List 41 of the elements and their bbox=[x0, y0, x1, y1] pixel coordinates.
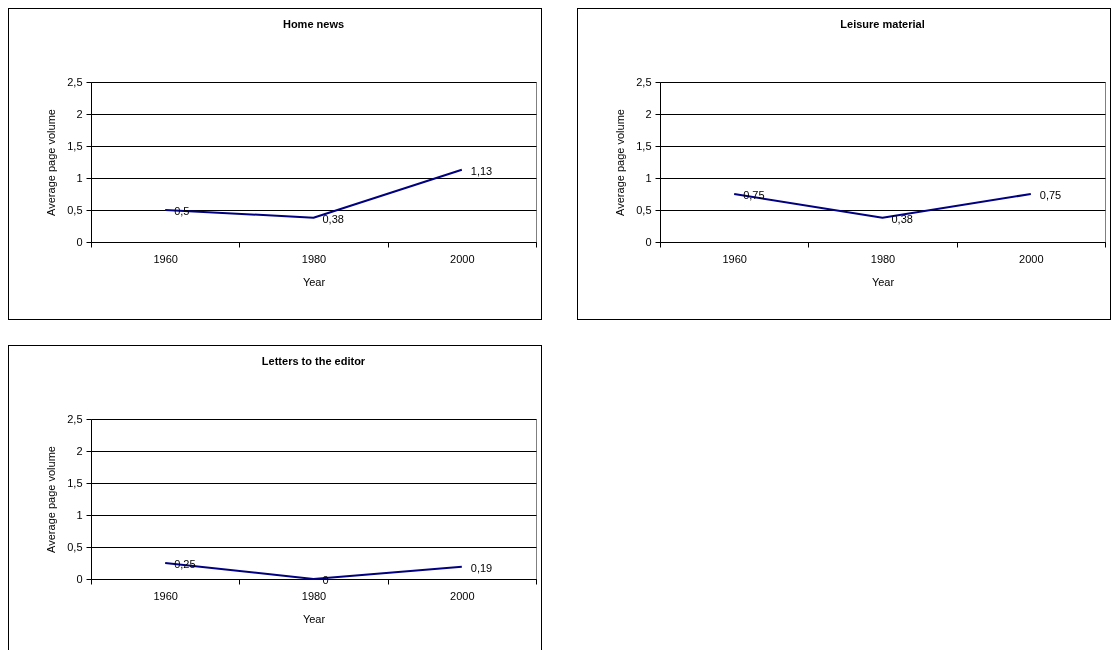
y-tick-label: 0,5 bbox=[67, 203, 83, 216]
y-tick-label: 1,5 bbox=[67, 476, 83, 489]
y-tick-label: 1 bbox=[645, 171, 652, 184]
x-axis-title: Year bbox=[302, 275, 326, 288]
y-tick-label: 1 bbox=[76, 508, 83, 521]
y-axis-title: Average page volume bbox=[45, 446, 58, 553]
y-tick-label: 2,5 bbox=[67, 75, 83, 88]
data-label: 0,38 bbox=[891, 212, 913, 225]
data-label: 0,75 bbox=[1039, 189, 1062, 201]
y-tick-label: 2 bbox=[76, 444, 83, 457]
y-tick-label: 2 bbox=[76, 107, 83, 120]
y-tick-label: 1,5 bbox=[636, 139, 652, 152]
y-tick-label: 1,5 bbox=[67, 139, 83, 152]
x-tick-label: 1960 bbox=[153, 589, 178, 602]
x-tick-label: 1980 bbox=[870, 252, 896, 265]
y-tick-label: 2,5 bbox=[636, 75, 652, 88]
chart-title: Letters to the editor bbox=[261, 355, 366, 367]
data-label: 0,38 bbox=[322, 212, 344, 225]
y-tick-label: 0 bbox=[645, 235, 652, 248]
x-tick-label: 1980 bbox=[301, 252, 327, 265]
x-tick-label: 1960 bbox=[722, 252, 747, 265]
x-axis-title: Year bbox=[871, 275, 895, 288]
y-tick-label: 0 bbox=[76, 235, 83, 248]
y-tick-label: 2 bbox=[645, 107, 652, 120]
x-tick-label: 2000 bbox=[1019, 252, 1044, 265]
data-label: 1,13 bbox=[470, 164, 493, 177]
y-axis-title: Average page volume bbox=[614, 109, 627, 216]
chart-title: Home news bbox=[282, 18, 345, 30]
y-axis-title: Average page volume bbox=[45, 109, 58, 216]
y-tick-label: 0,5 bbox=[636, 203, 652, 216]
x-axis-title: Year bbox=[302, 612, 326, 625]
y-tick-label: 2,5 bbox=[67, 412, 83, 425]
x-tick-label: 1980 bbox=[301, 589, 327, 602]
chart-title: Leisure material bbox=[840, 18, 925, 30]
x-tick-label: 1960 bbox=[153, 252, 178, 265]
x-tick-label: 2000 bbox=[450, 589, 475, 602]
data-label: 0,19 bbox=[470, 561, 493, 574]
y-tick-label: 1 bbox=[76, 171, 83, 184]
x-tick-label: 2000 bbox=[450, 252, 475, 265]
y-tick-label: 0,5 bbox=[67, 540, 83, 553]
y-tick-label: 0 bbox=[76, 572, 83, 585]
